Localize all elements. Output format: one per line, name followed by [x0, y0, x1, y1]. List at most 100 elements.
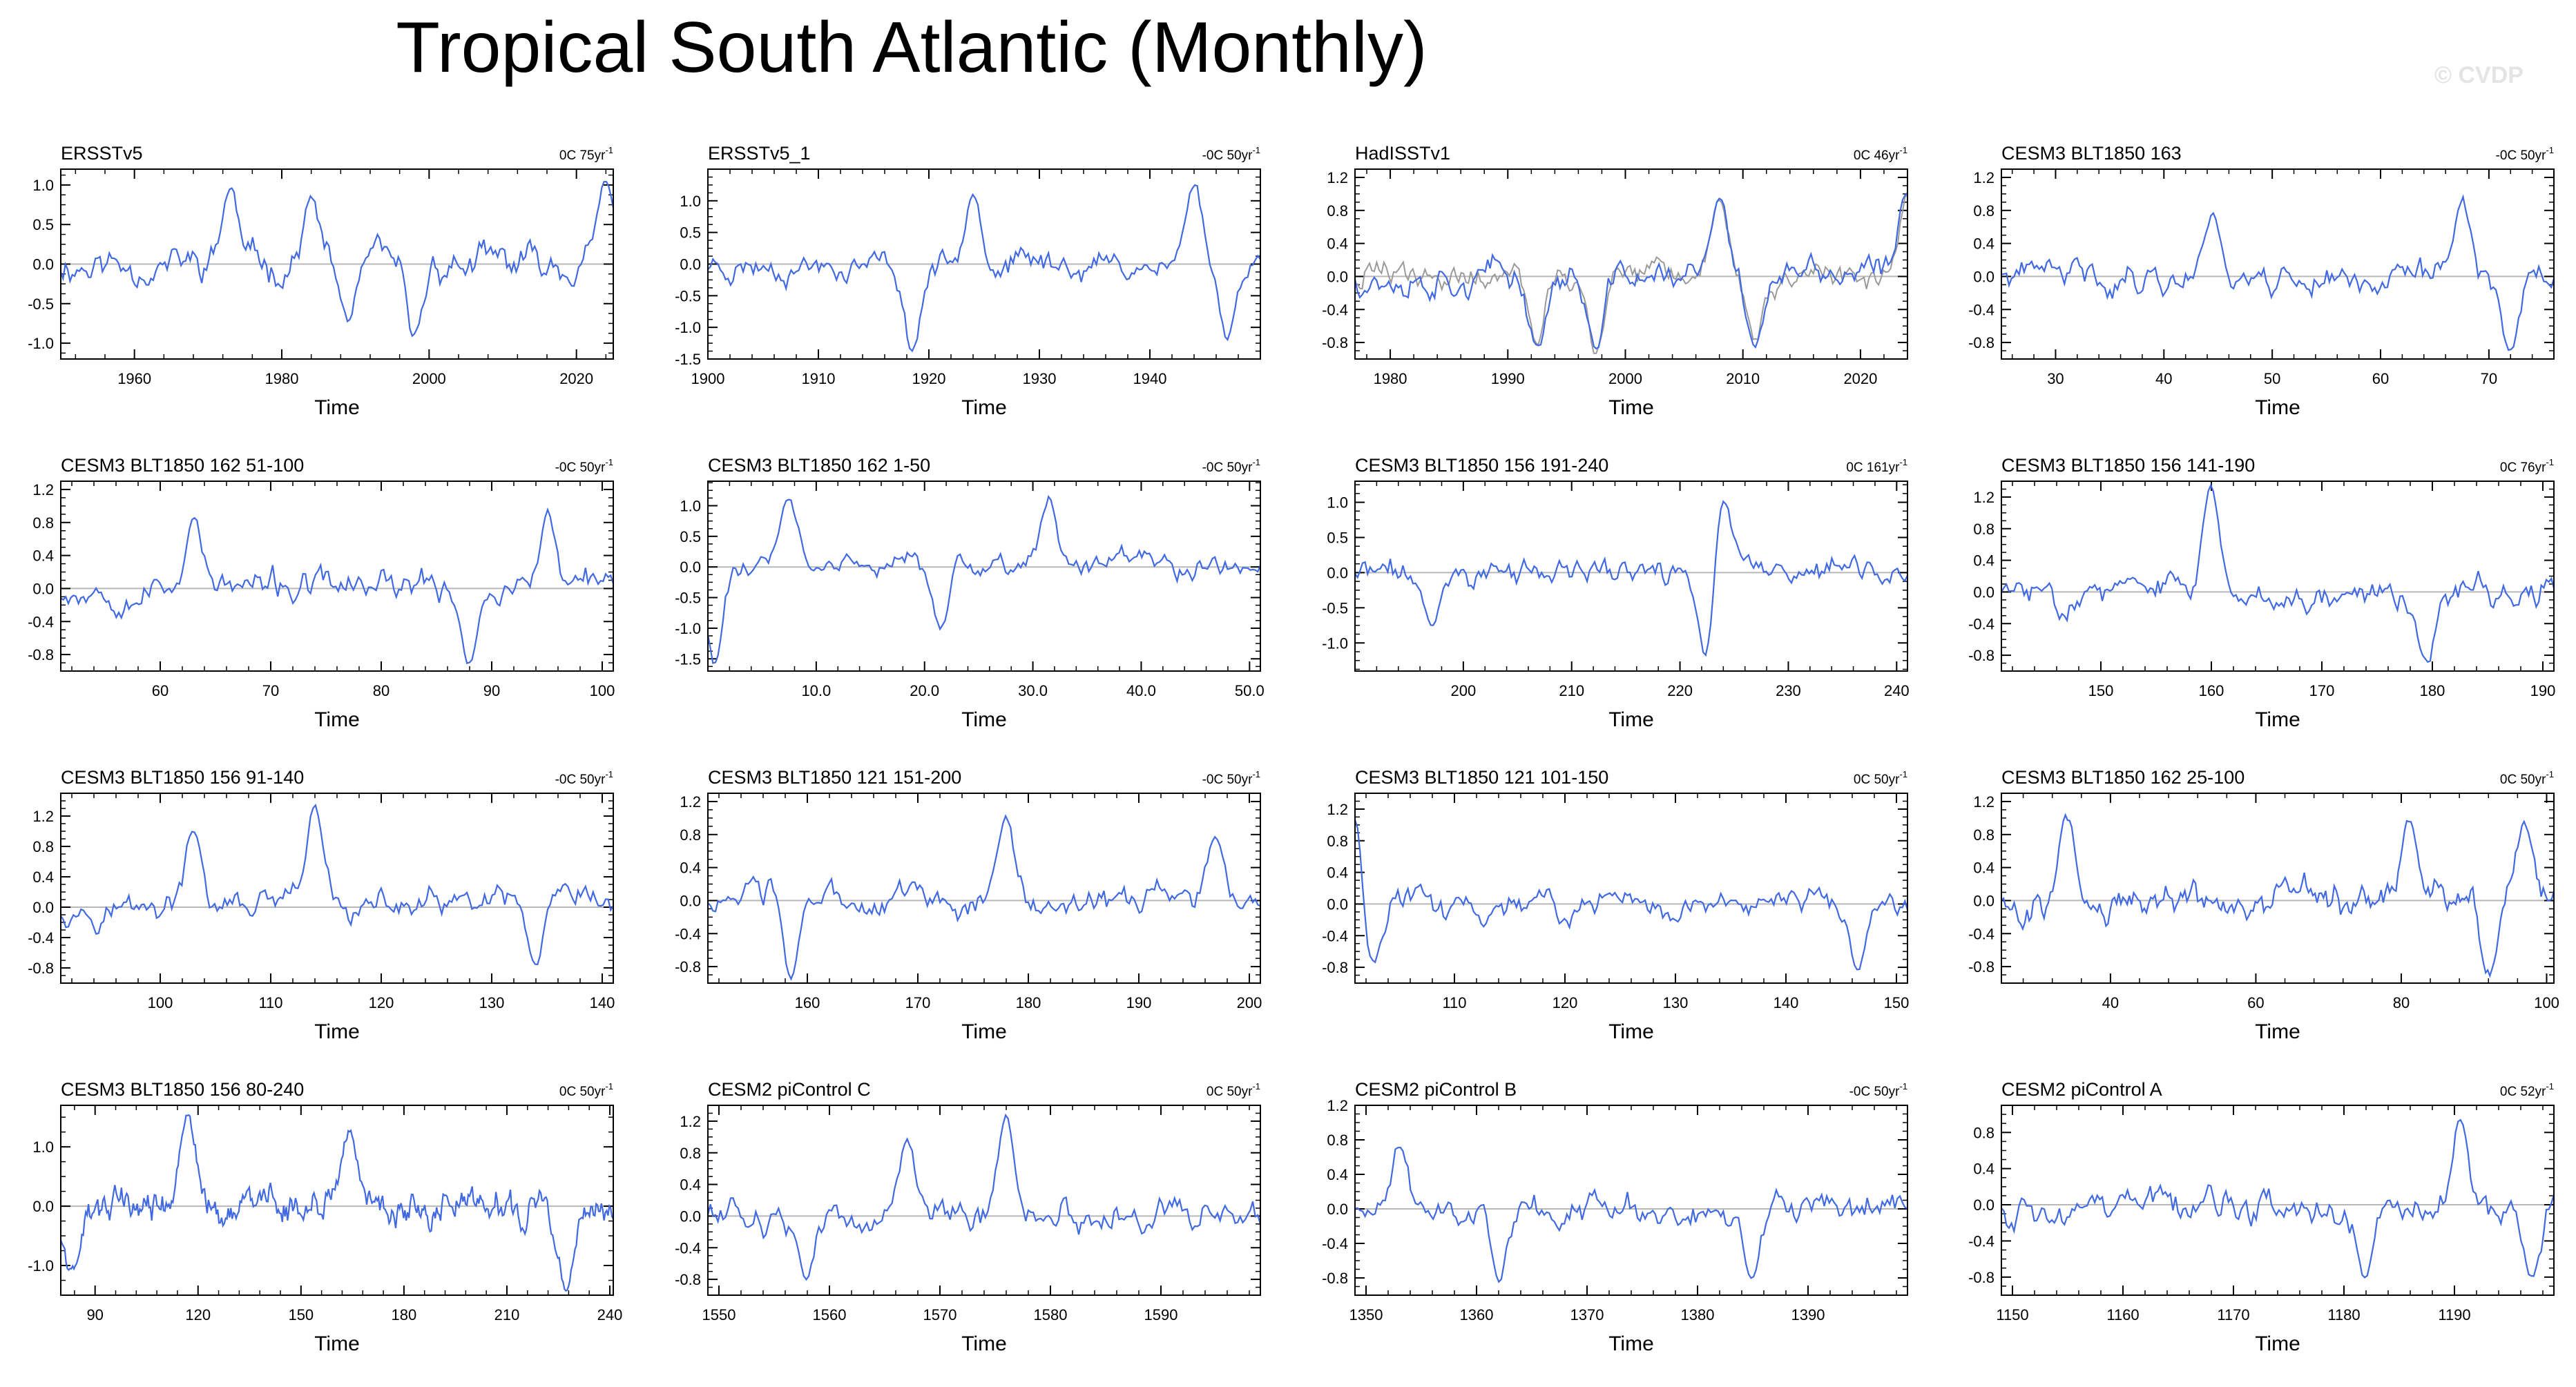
- y-tick-label: 0.0: [32, 899, 54, 916]
- y-tick-label: 0.8: [1973, 826, 1995, 844]
- panel-trend-superscript: -1: [2546, 457, 2554, 467]
- x-tick-label: 1150: [1996, 1306, 2028, 1323]
- x-tick-label: 120: [185, 1306, 211, 1323]
- y-tick-label: -0.5: [675, 590, 701, 607]
- panel-trend-superscript: -1: [1899, 1081, 1907, 1092]
- x-tick-label: 60: [2372, 370, 2389, 387]
- y-tick-label: 0.8: [1327, 833, 1348, 850]
- panel-trend-superscript: -1: [2546, 769, 2554, 779]
- plot-frame: [2001, 1105, 2555, 1296]
- series-line: [2001, 483, 2554, 663]
- y-tick-label: 0.4: [1327, 235, 1348, 253]
- plot-frame: [60, 793, 614, 984]
- x-tick-label: 230: [1776, 682, 1801, 699]
- x-tick-label: 1920: [912, 370, 946, 387]
- x-tick-label: 1980: [1374, 370, 1407, 387]
- panel-title: CESM3 BLT1850 121 151-200: [708, 767, 961, 788]
- y-tick-label: 0.0: [680, 892, 701, 909]
- y-tick-label: -0.4: [1322, 301, 1348, 318]
- x-tick-label: 1180: [2327, 1306, 2360, 1323]
- x-tick-label: 1370: [1570, 1306, 1604, 1323]
- x-tick-label: 20.0: [910, 682, 939, 699]
- y-tick-label: 0.0: [32, 256, 54, 273]
- y-tick-label: 0.8: [1973, 202, 1995, 220]
- plot-frame: [1354, 793, 1908, 984]
- chart-panel: CESM2 piControl B -0C 50yr-1 1350 1360 1370 1…: [1322, 1079, 1908, 1355]
- y-tick-label: -0.8: [1968, 334, 1995, 351]
- y-tick-label: 0.8: [680, 826, 701, 844]
- plot-frame: [707, 481, 1261, 672]
- panel-title: CESM3 BLT1850 121 101-150: [1355, 767, 1608, 788]
- y-tick-label: -0.4: [28, 613, 54, 630]
- y-tick-label: 0.5: [32, 216, 54, 233]
- series-line: [708, 814, 1260, 981]
- x-tick-label: 90: [483, 682, 500, 699]
- x-tick-label: 30.0: [1018, 682, 1048, 699]
- y-tick-label: -0.4: [1968, 1232, 1995, 1250]
- panel-trend: -0C 50yr-1: [1202, 145, 1260, 163]
- x-tick-label: 60: [2247, 994, 2264, 1011]
- x-tick-label: 1350: [1349, 1306, 1383, 1323]
- panel-trend-superscript: -1: [605, 145, 613, 155]
- series-line: [1355, 819, 1907, 971]
- y-tick-label: -1.0: [1322, 634, 1348, 652]
- x-tick-label: 10.0: [801, 682, 831, 699]
- x-tick-label: 190: [1126, 994, 1152, 1011]
- x-tick-label: 50.0: [1235, 682, 1265, 699]
- y-tick-label: 1.2: [1327, 169, 1348, 186]
- chart-panel: CESM3 BLT1850 163 -0C 50yr-1 30 40 50 60 70 -0.…: [1968, 143, 2555, 419]
- plot-frame: [707, 168, 1261, 360]
- y-tick-label: -0.8: [1322, 1270, 1348, 1287]
- series-line: [2001, 1118, 2554, 1279]
- series-line: [1355, 192, 1907, 350]
- y-tick-label: -1.0: [675, 319, 701, 336]
- y-tick-label: 0.0: [680, 256, 701, 273]
- panel-trend-superscript: -1: [605, 457, 613, 467]
- series-line: [61, 180, 613, 338]
- plot-frame: [1354, 481, 1908, 672]
- y-tick-label: 1.2: [32, 481, 54, 498]
- panel-trend: -0C 50yr-1: [1202, 457, 1260, 475]
- overlay-series-line: [1355, 194, 1907, 354]
- series-line: [708, 184, 1260, 353]
- panel-trend: 0C 75yr-1: [559, 145, 613, 163]
- panel-trend-superscript: -1: [2546, 145, 2554, 155]
- x-tick-label: 220: [1667, 682, 1693, 699]
- x-tick-label: 200: [1237, 994, 1262, 1011]
- y-tick-label: -1.5: [675, 351, 701, 368]
- y-tick-label: 1.0: [680, 193, 701, 210]
- y-tick-label: 1.2: [680, 793, 701, 811]
- y-tick-label: -0.4: [1968, 925, 1995, 942]
- y-tick-label: 0.8: [1327, 202, 1348, 220]
- panel-title: ERSSTv5_1: [708, 143, 811, 164]
- x-axis-label: Time: [1608, 1332, 1654, 1355]
- y-tick-label: -0.8: [1968, 958, 1995, 976]
- y-tick-label: 0.4: [1973, 552, 1995, 570]
- y-tick-label: 0.0: [680, 559, 701, 576]
- x-tick-label: 1550: [702, 1306, 736, 1323]
- x-tick-label: 70: [262, 682, 279, 699]
- x-tick-label: 190: [2530, 682, 2556, 699]
- x-tick-label: 170: [905, 994, 931, 1011]
- x-tick-label: 1930: [1023, 370, 1057, 387]
- x-tick-label: 200: [1451, 682, 1477, 699]
- x-tick-label: 1570: [923, 1306, 957, 1323]
- chart-panel: ERSSTv5_1 -0C 50yr-1 1900 1910 1920 1930 1940 -…: [675, 143, 1261, 419]
- x-axis-label: Time: [961, 1332, 1007, 1355]
- chart-panel: CESM3 BLT1850 162 1-50 -0C 50yr-1 10.0 20.0…: [675, 455, 1265, 731]
- plot-frame: [2001, 481, 2555, 672]
- x-tick-label: 210: [1559, 682, 1584, 699]
- y-tick-label: 1.2: [1973, 489, 1995, 506]
- x-tick-label: 160: [2199, 682, 2224, 699]
- panel-title: HadISSTv1: [1355, 143, 1450, 164]
- x-tick-label: 130: [479, 994, 505, 1011]
- y-tick-label: 1.2: [1327, 1097, 1348, 1114]
- x-axis-label: Time: [314, 396, 360, 419]
- panel-title: CESM3 BLT1850 156 80-240: [61, 1079, 304, 1100]
- x-tick-label: 90: [86, 1306, 103, 1323]
- y-tick-label: 0.4: [1973, 860, 1995, 877]
- x-tick-label: 160: [795, 994, 820, 1011]
- x-tick-label: 60: [152, 682, 169, 699]
- panel-title: CESM2 piControl A: [2001, 1079, 2162, 1100]
- y-tick-label: 0.0: [1327, 1201, 1348, 1218]
